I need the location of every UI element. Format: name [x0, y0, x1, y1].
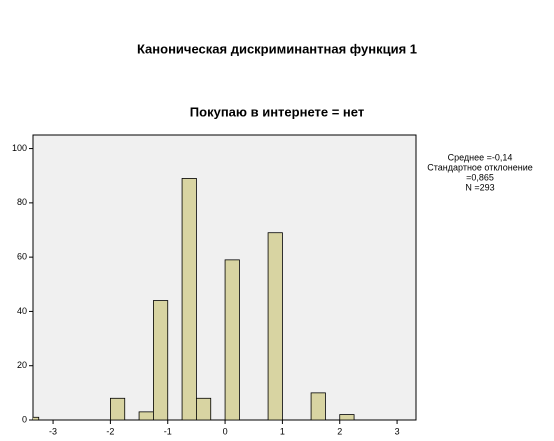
bar [224, 259, 240, 420]
plot-area [32, 134, 417, 421]
x-tick-label: -1 [164, 426, 172, 436]
x-tick-label: 0 [223, 426, 228, 436]
x-tick-label: -2 [106, 426, 114, 436]
bar [310, 392, 326, 420]
y-tick-label: 40 [17, 306, 27, 316]
y-tick-label: 80 [17, 197, 27, 207]
bar [339, 414, 355, 420]
bar [138, 411, 154, 420]
bars [33, 178, 355, 420]
stats-line: Среднее =-0,14 [448, 152, 513, 162]
stats-line: Стандартное отклонение [427, 162, 532, 172]
bar [267, 232, 283, 420]
y-tick-label: 0 [22, 414, 27, 424]
bar [153, 300, 169, 420]
y-tick-label: 60 [17, 252, 27, 262]
stats-line: N =293 [465, 182, 494, 192]
chart-subtitle: Покупаю в интернете = нет [190, 104, 364, 119]
x-tick-label: 1 [280, 426, 285, 436]
y-tick-label: 20 [17, 360, 27, 370]
x-tick-label: 2 [337, 426, 342, 436]
bar [110, 397, 126, 420]
x-tick-label: 3 [395, 426, 400, 436]
bar [181, 178, 197, 420]
stats-line: =0,865 [466, 172, 494, 182]
y-tick-label: 100 [12, 143, 27, 153]
bar [33, 416, 40, 420]
bar [196, 397, 212, 420]
chart-title: Каноническая дискриминантная функция 1 [137, 41, 417, 56]
x-tick-label: -3 [49, 426, 57, 436]
